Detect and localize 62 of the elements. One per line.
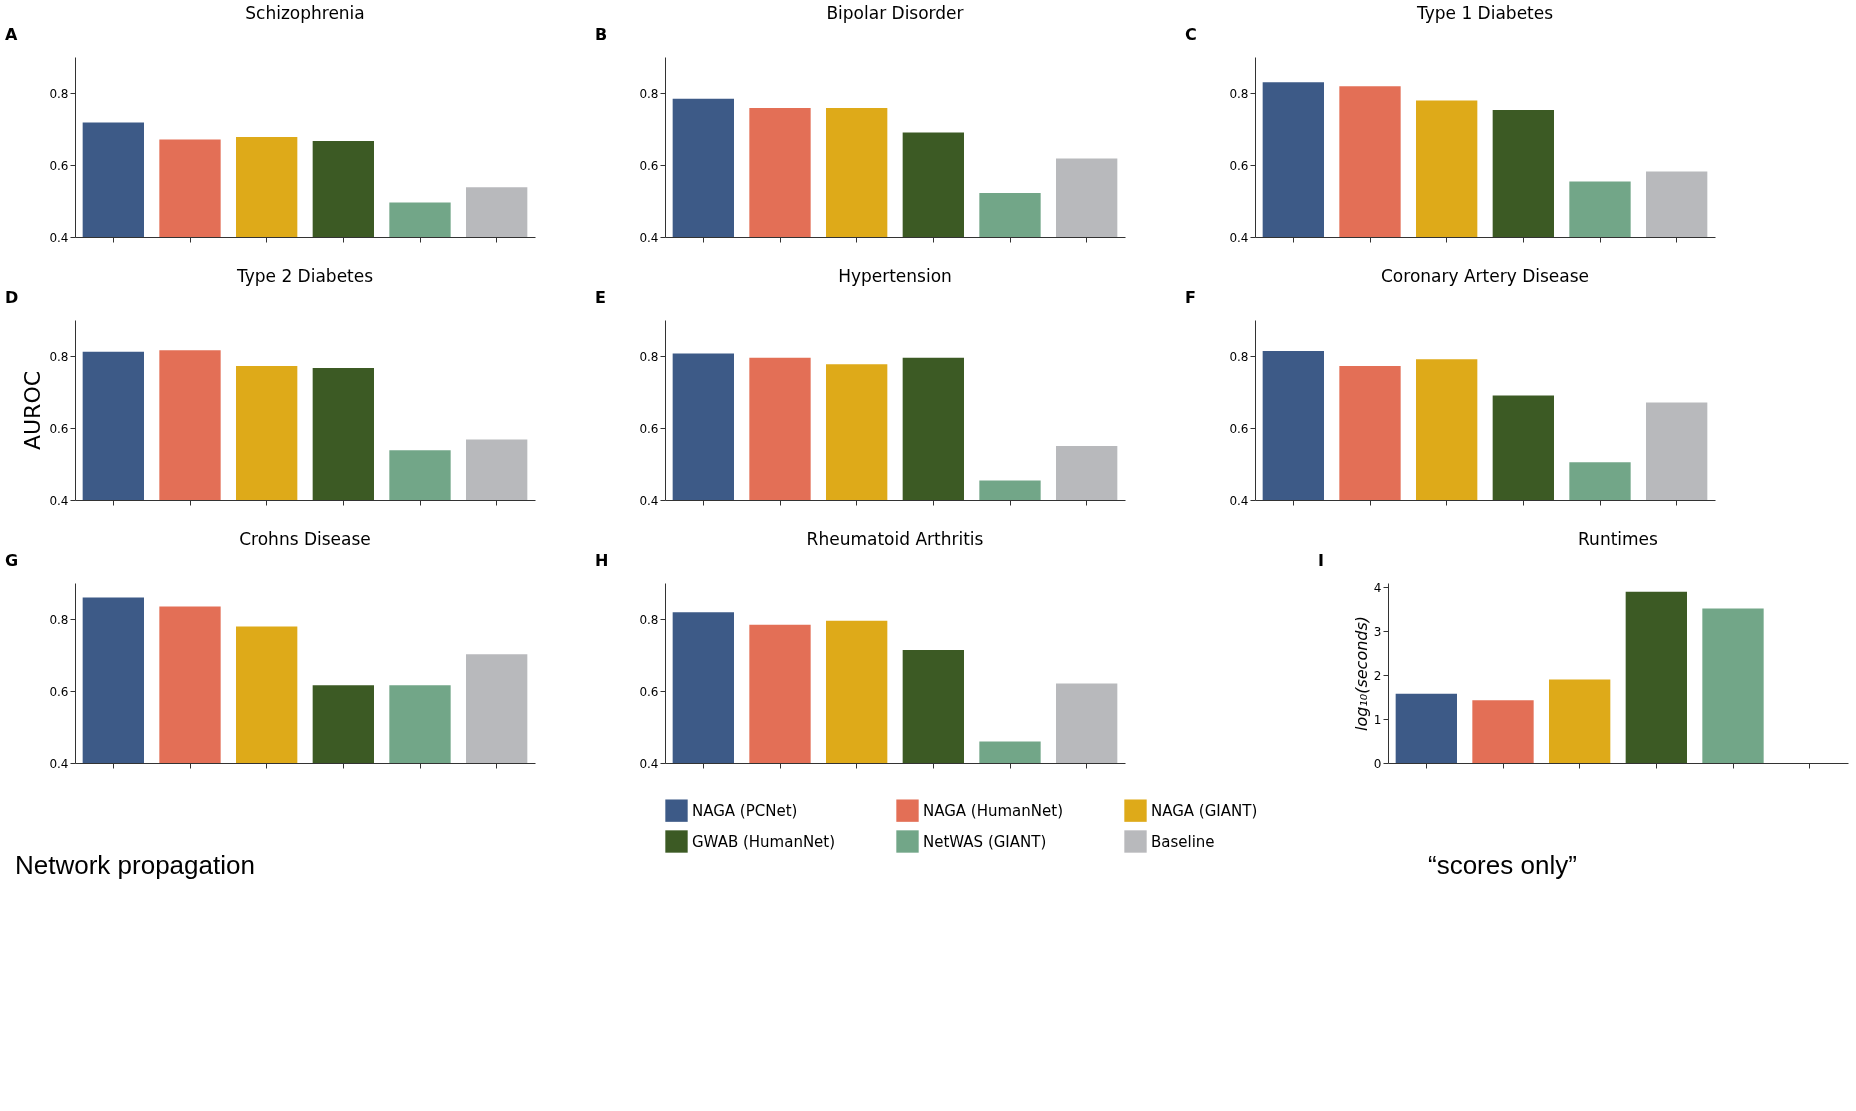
chart-title: Bipolar Disorder [826, 3, 964, 23]
y-tick-label: 0.4 [1229, 230, 1249, 245]
text: G [5, 551, 19, 570]
chart-title: Type 2 Diabetes [235, 266, 374, 286]
y-tick-label: 0.4 [49, 230, 69, 245]
chart-title: Crohns Disease [239, 529, 371, 549]
bar [1549, 679, 1611, 763]
y-tick-label: 0.8 [49, 86, 69, 101]
legend-label: NAGA (GIANT) [1151, 801, 1258, 820]
y-tick-label: 0.8 [49, 612, 69, 627]
y-tick-label: 0.6 [639, 158, 659, 173]
text: B [595, 25, 608, 44]
bar [1472, 700, 1534, 763]
text: A [5, 25, 18, 44]
y-tick-label: 0.4 [1229, 493, 1249, 508]
text: F [1185, 288, 1196, 307]
y-tick-label: 0.8 [639, 86, 659, 101]
y-tick-label: 0.8 [49, 349, 69, 364]
y-tick-label: 0.4 [49, 493, 69, 508]
y-axis-title: log₁₀(seconds) [1351, 615, 1371, 732]
chart-title: Type 1 Diabetes [1415, 3, 1554, 23]
legend-label: GWAB (HumanNet) [692, 832, 836, 851]
y-tick-label: 0 [1373, 756, 1382, 771]
y-tick-label: 0.6 [639, 684, 659, 699]
y-tick-label: 1 [1373, 712, 1382, 727]
text: “scores only” [1428, 850, 1577, 880]
bar [1702, 608, 1764, 763]
y-tick-label: 0.6 [49, 684, 69, 699]
text: C [1185, 25, 1197, 44]
chart-title: Runtimes [1578, 529, 1659, 549]
text: H [595, 551, 609, 570]
y-tick-label: 0.8 [639, 349, 659, 364]
y-tick-label: 0.6 [1229, 158, 1249, 173]
legend-label: NAGA (HumanNet) [923, 801, 1064, 820]
chart-title: Coronary Artery Disease [1381, 266, 1589, 286]
y-tick-label: 0.8 [639, 612, 659, 627]
bar [1625, 591, 1687, 763]
chart-title: Schizophrenia [245, 3, 365, 23]
legend-label: NetWAS (GIANT) [923, 832, 1047, 851]
y-tick-label: 0.4 [639, 230, 659, 245]
y-tick-label: 0.6 [49, 158, 69, 173]
bar [1395, 693, 1457, 763]
legend-label: Baseline [1151, 832, 1215, 851]
text: Network propagation [15, 850, 255, 880]
y-tick-label: 0.6 [49, 421, 69, 436]
text: D [5, 288, 19, 307]
y-axis-title: AUROC [20, 370, 46, 451]
y-tick-label: 4 [1373, 580, 1382, 595]
chart-title: Rheumatoid Arthritis [806, 529, 984, 549]
text: E [595, 288, 606, 307]
y-tick-label: 0.8 [1229, 86, 1249, 101]
chart-title: Hypertension [838, 266, 952, 286]
y-tick-label: 0.8 [1229, 349, 1249, 364]
y-tick-label: 0.6 [1229, 421, 1249, 436]
y-tick-label: 2 [1373, 668, 1382, 683]
y-tick-label: 0.4 [639, 756, 659, 771]
legend-label: NAGA (PCNet) [692, 801, 798, 820]
text: I [1318, 551, 1324, 570]
y-tick-label: 0.4 [639, 493, 659, 508]
y-tick-label: 3 [1373, 624, 1382, 639]
y-tick-label: 0.4 [49, 756, 69, 771]
y-tick-label: 0.6 [639, 421, 659, 436]
